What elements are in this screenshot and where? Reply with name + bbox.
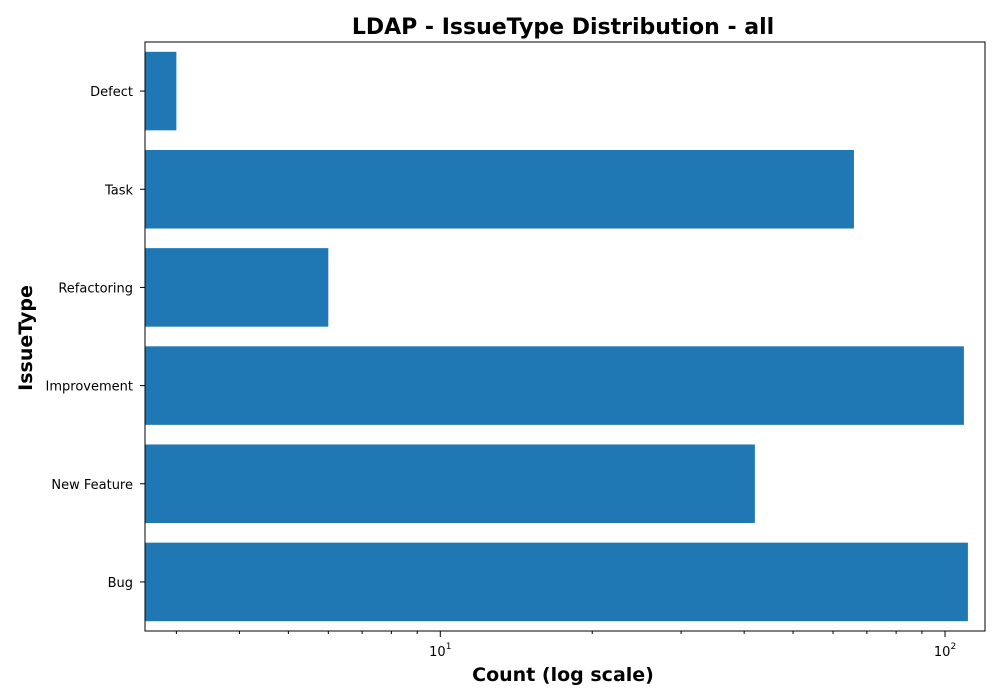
bar-new-feature xyxy=(145,444,755,524)
x-tick-label: 102 xyxy=(934,642,956,660)
y-axis-label: IssueType xyxy=(15,285,37,391)
x-axis-label: Count (log scale) xyxy=(472,664,654,686)
bar-refactoring xyxy=(145,248,329,327)
y-tick-label: Bug xyxy=(108,576,133,591)
y-tick-label: Task xyxy=(104,183,134,198)
y-tick-label: Improvement xyxy=(46,380,133,395)
y-tick-label: Defect xyxy=(90,85,133,100)
bar-defect xyxy=(145,51,177,131)
plot-area: Bug New Feature Improvement Refactoring Task… xyxy=(46,41,986,660)
bar-bug xyxy=(145,542,968,622)
bar-task xyxy=(145,149,854,229)
chart-title: LDAP - IssueType Distribution - all xyxy=(352,15,774,40)
y-tick-label: New Feature xyxy=(51,478,133,493)
y-tick-label: Refactoring xyxy=(58,281,133,296)
x-tick-label: 101 xyxy=(429,642,451,660)
plot-frame xyxy=(144,41,986,632)
bar-improvement xyxy=(145,346,964,425)
